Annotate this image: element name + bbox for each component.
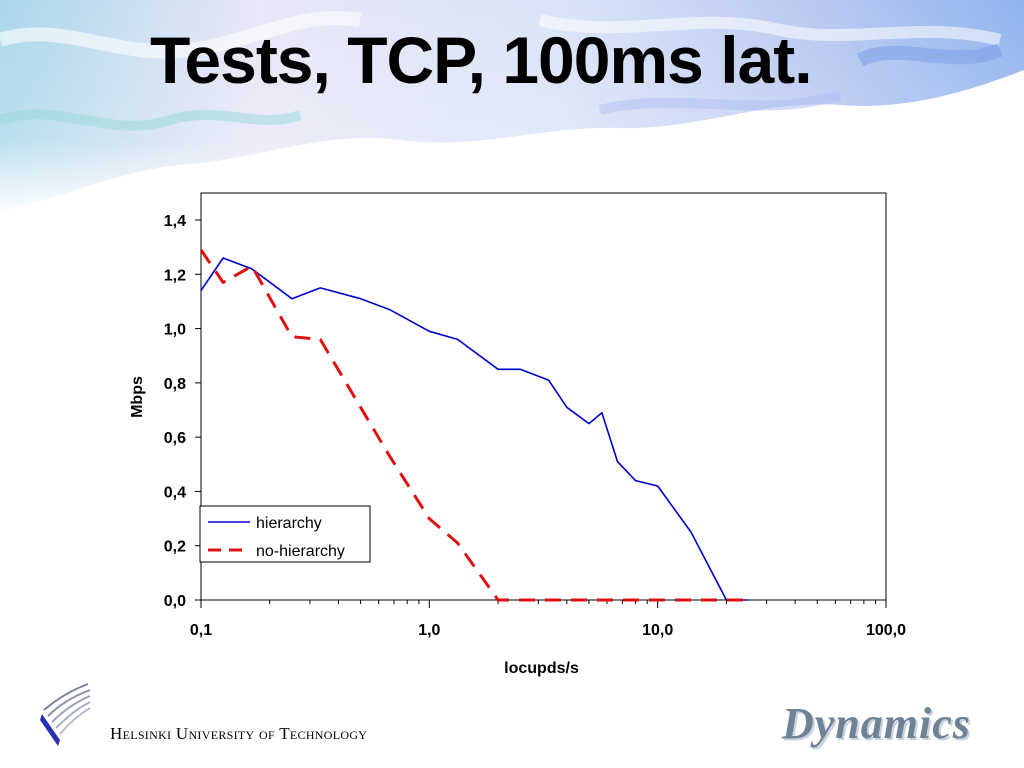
y-tick-label: 1,0 — [164, 322, 186, 339]
y-tick-label: 0,2 — [164, 539, 186, 556]
footer-university-name: Helsinki University of Technology — [110, 724, 368, 743]
y-tick-label: 0,6 — [164, 430, 186, 447]
series-line-hierarchy — [200, 257, 749, 601]
y-tick-label: 1,4 — [164, 213, 186, 230]
y-tick-label: 0,8 — [164, 376, 186, 393]
legend-box — [199, 505, 371, 563]
decorative-cloud-banner — [0, 0, 1024, 215]
legend-label: no-hierarchy — [256, 543, 345, 560]
x-tick-label: 0,1 — [190, 622, 212, 639]
x-tick-label: 10,0 — [642, 622, 673, 639]
slide-title: Tests, TCP, 100ms lat. — [150, 23, 813, 97]
y-axis-label: Mbps — [129, 376, 146, 418]
university-logo-icon — [40, 683, 91, 746]
x-tick-label: 100,0 — [866, 622, 906, 639]
series-line-no-hierarchy — [199, 249, 749, 602]
dynamics-logo: Dynamics — [782, 699, 971, 748]
y-tick-label: 0,0 — [164, 593, 186, 610]
x-tick-label: 1,0 — [418, 622, 440, 639]
y-tick-label: 1,2 — [164, 267, 186, 284]
legend-label: hierarchy — [256, 515, 322, 532]
y-tick-label: 0,4 — [164, 484, 186, 501]
x-axis-label: locupds/s — [504, 660, 579, 677]
